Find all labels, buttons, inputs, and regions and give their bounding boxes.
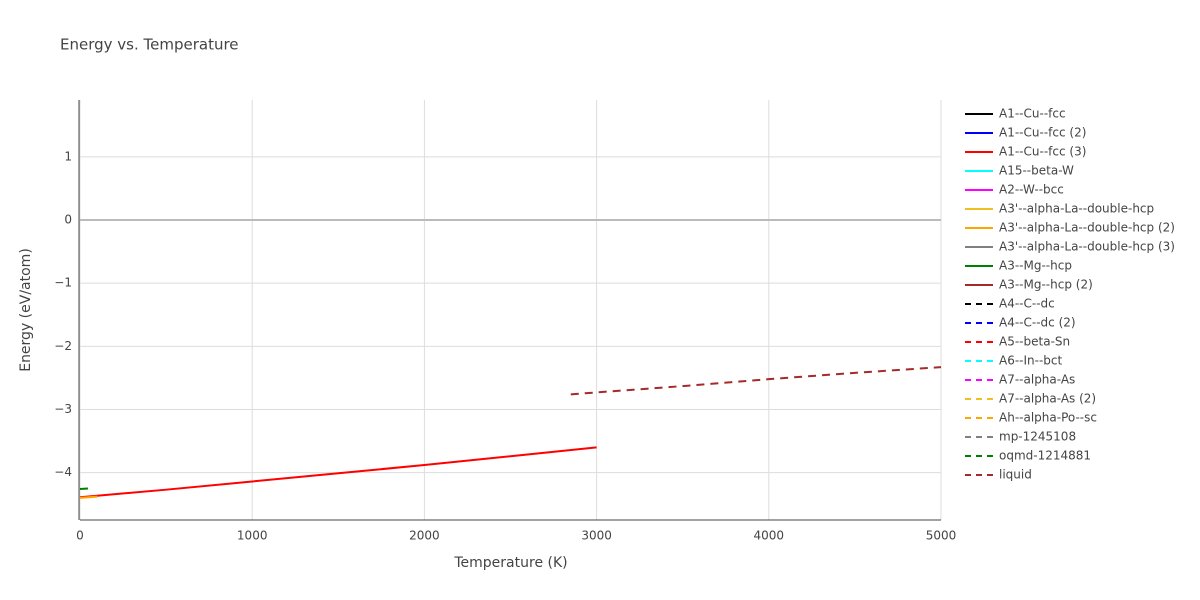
legend-label: A1--Cu--fcc (2) (999, 126, 1086, 140)
legend-label: A2--W--bcc (999, 183, 1064, 197)
x-axis-title: Temperature (K) (453, 555, 567, 571)
legend-label: liquid (999, 468, 1032, 482)
y-tick-label: −3 (54, 402, 72, 416)
legend-label: A3'--alpha-La--double-hcp (2) (999, 221, 1175, 235)
y-tick-label: −4 (54, 465, 72, 479)
y-tick-label: −1 (54, 276, 72, 290)
legend-label: A4--C--dc (999, 297, 1055, 311)
legend-label: A4--C--dc (2) (999, 316, 1076, 330)
y-tick-label: 1 (64, 149, 72, 163)
x-tick-label: 3000 (581, 529, 612, 543)
x-tick-label: 0 (76, 529, 84, 543)
x-tick-label: 4000 (754, 529, 785, 543)
line (79, 487, 89, 491)
legend-label: Ah--alpha-Po--sc (999, 411, 1097, 425)
y-axis-title: Energy (eV/atom) (18, 248, 34, 372)
chart-title: Energy vs. Temperature (60, 36, 239, 54)
y-tick-label: −2 (54, 339, 72, 353)
legend-label: A6--In--bct (999, 354, 1063, 368)
legend-label: A1--Cu--fcc (999, 107, 1066, 121)
legend-label: A3--Mg--hcp (2) (999, 278, 1093, 292)
legend-label: oqmd-1214881 (999, 449, 1091, 463)
legend-label: A5--beta-Sn (999, 335, 1070, 349)
x-tick-label: 2000 (409, 529, 440, 543)
legend-label: A7--alpha-As (2) (999, 392, 1096, 406)
legend-label: A3'--alpha-La--double-hcp (999, 202, 1154, 216)
legend-label: A3'--alpha-La--double-hcp (3) (999, 240, 1175, 254)
legend-label: A15--beta-W (999, 164, 1074, 178)
legend-label: A1--Cu--fcc (3) (999, 145, 1086, 159)
line (79, 446, 597, 499)
legend-label: A3--Mg--hcp (999, 259, 1072, 273)
legend-label: mp-1245108 (999, 430, 1076, 444)
legend-label: A7--alpha-As (999, 373, 1075, 387)
y-tick-label: 0 (64, 213, 72, 227)
x-tick-label: 5000 (926, 529, 957, 543)
x-tick-label: 1000 (237, 529, 268, 543)
line (79, 495, 98, 499)
line (570, 366, 942, 396)
